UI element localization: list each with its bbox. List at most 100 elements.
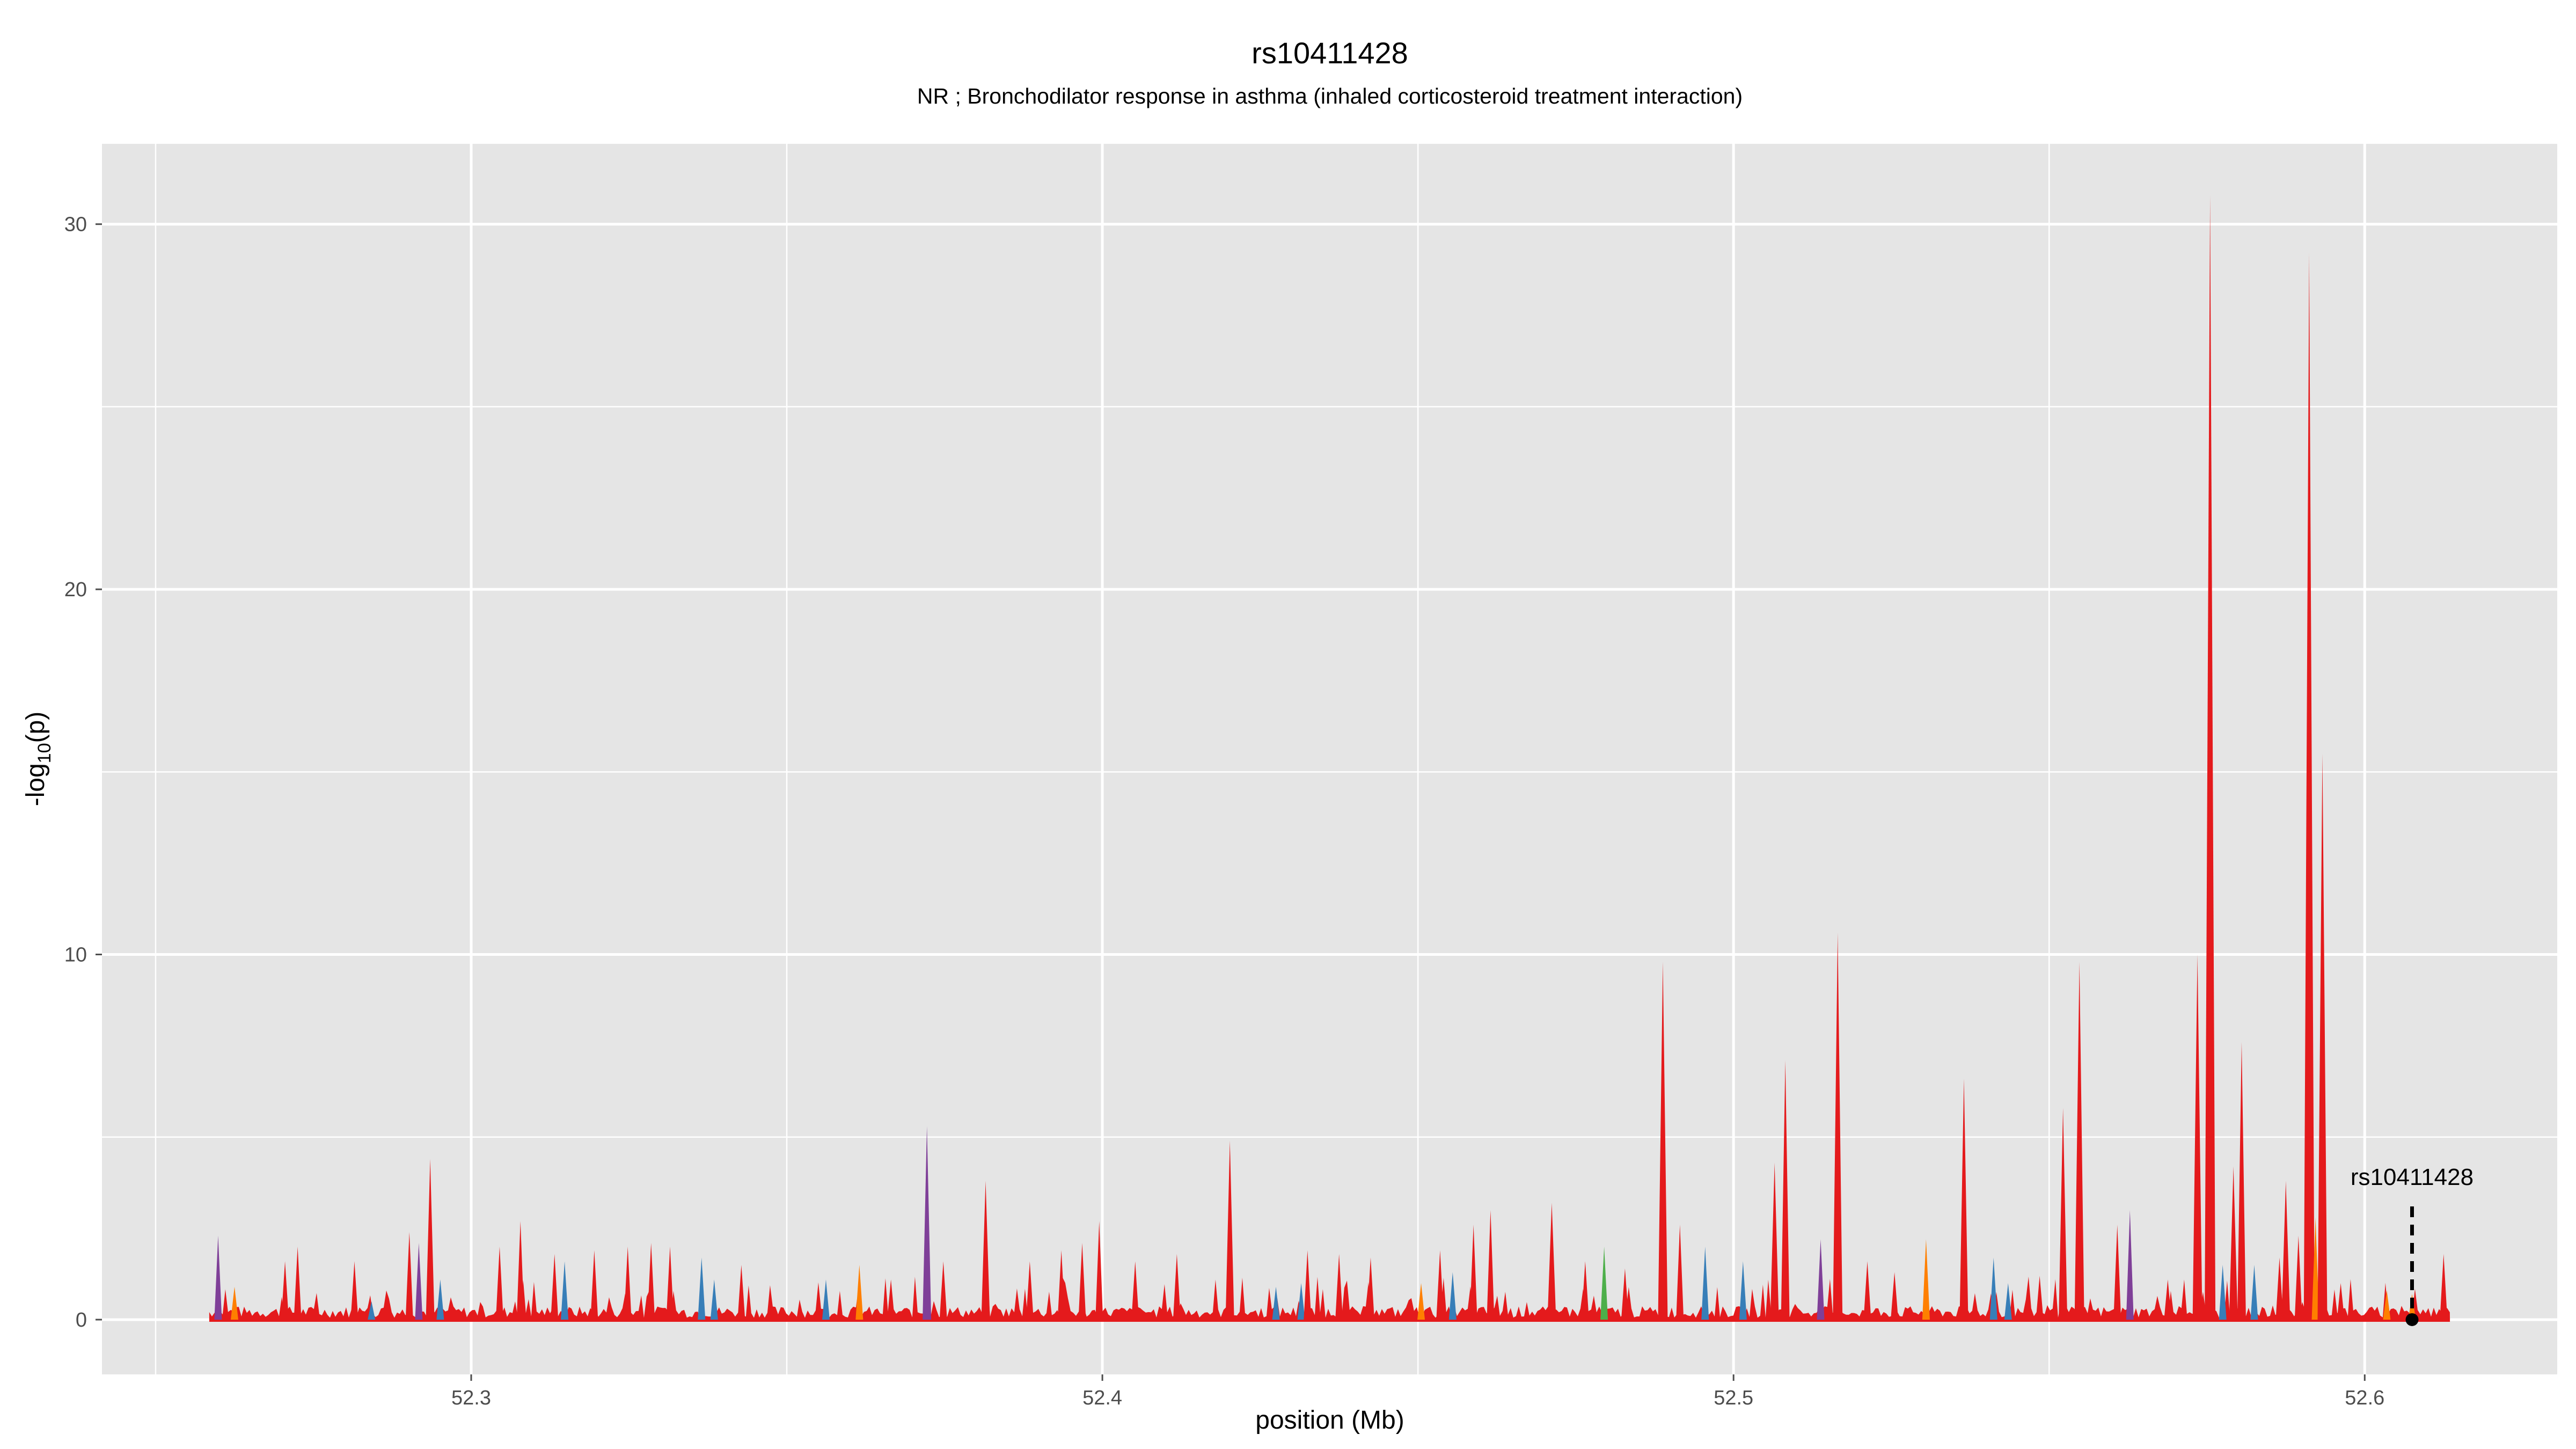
signal-peak: [1026, 1261, 1034, 1320]
signal-peak: [1436, 1250, 1444, 1320]
snp-annotation: rs10411428: [2351, 1164, 2473, 1326]
y-axis-title: -log10(p): [21, 712, 55, 807]
signal-peak: [1581, 1261, 1589, 1320]
signal-peak: [2281, 1181, 2290, 1320]
signal-peak: [436, 1279, 444, 1320]
signal-peak: [698, 1257, 706, 1320]
signal-peak: [1057, 1250, 1065, 1320]
signal-peak: [1891, 1272, 1899, 1320]
signal-peak: [981, 1181, 990, 1320]
signal-peak: [1469, 1225, 1477, 1320]
signal-peak: [1658, 962, 1668, 1320]
signal-peak: [2126, 1210, 2134, 1320]
signal-peak: [710, 1279, 718, 1320]
signal-peak: [1600, 1246, 1608, 1320]
signal-peak: [2113, 1225, 2121, 1320]
signal-peak: [590, 1250, 598, 1320]
signal-peak: [1781, 1060, 1790, 1320]
chart-title: rs10411428: [1252, 36, 1408, 70]
signal-peak: [2337, 1283, 2345, 1320]
signal-peak: [1225, 1140, 1234, 1320]
signal-peak: [2237, 1042, 2246, 1320]
signal-peak: [1959, 1078, 1968, 1320]
signal-peak: [1448, 1272, 1457, 1320]
signal-peak: [1095, 1221, 1103, 1320]
signal-peak: [2383, 1290, 2391, 1320]
signal-peak: [368, 1301, 376, 1320]
signal-peak: [939, 1261, 947, 1320]
y-tick-label: 10: [64, 944, 87, 967]
chart-subtitle: NR ; Bronchodilator response in asthma (…: [917, 84, 1743, 108]
signal-peak: [1621, 1268, 1629, 1320]
signal-peak: [516, 1221, 524, 1320]
signal-peak: [294, 1246, 302, 1320]
signal-peak: [281, 1261, 289, 1320]
signal-peak: [1173, 1254, 1181, 1320]
signal-peak: [561, 1261, 569, 1320]
signal-peak: [1304, 1250, 1312, 1320]
signal-peak: [666, 1246, 674, 1320]
signal-peak: [426, 1159, 435, 1320]
signal-peak: [350, 1261, 358, 1320]
x-tick-label: 52.6: [2345, 1387, 2384, 1409]
signal-peak: [887, 1279, 895, 1320]
signal-peak: [1817, 1239, 1825, 1320]
y-axis: 0 10 20 30: [64, 214, 102, 1331]
signal-peak: [1547, 1203, 1556, 1320]
y-tick-label: 30: [64, 214, 87, 236]
signal-peak: [1863, 1261, 1871, 1320]
signal-peak: [1676, 1225, 1684, 1320]
signal-peak: [2311, 1217, 2319, 1320]
association-signal: [209, 195, 2450, 1322]
y-axis-title-main: -log: [21, 763, 50, 806]
signal-peak: [1833, 932, 1843, 1320]
signal-peak: [1770, 1162, 1779, 1320]
grid-minor: [102, 144, 2557, 1374]
signal-peak: [2229, 1166, 2238, 1320]
y-tick-label: 0: [76, 1309, 87, 1331]
signal-peak: [405, 1232, 413, 1320]
signal-peak: [2303, 253, 2315, 1320]
signal-peak: [2440, 1254, 2448, 1320]
signal-peak: [1366, 1257, 1374, 1320]
signal-peak: [1272, 1286, 1280, 1320]
annotation-label: rs10411428: [2351, 1164, 2473, 1190]
x-tick-label: 52.3: [451, 1387, 491, 1409]
x-axis-title: position (Mb): [1255, 1406, 1404, 1435]
signal-peak: [2004, 1283, 2012, 1320]
signal-peak: [2250, 1264, 2258, 1320]
signal-peak: [624, 1246, 632, 1320]
signal-peak: [2192, 954, 2202, 1320]
signal-peak: [551, 1254, 559, 1320]
signal-peak: [2219, 1264, 2227, 1320]
signal-peak: [2059, 1108, 2068, 1320]
signal-peak: [2294, 1235, 2302, 1320]
y-axis-title-sub: 10: [34, 743, 55, 763]
signal-peak: [1131, 1261, 1139, 1320]
signal-peak: [2036, 1276, 2044, 1320]
signal-peak: [1417, 1283, 1425, 1320]
signal-peak: [1297, 1283, 1305, 1320]
signal-peak: [415, 1243, 423, 1320]
signal-peak: [1701, 1246, 1709, 1320]
signal-baseline: [209, 1276, 2450, 1320]
signal-peak: [1989, 1257, 1997, 1320]
signal-peak: [1335, 1254, 1343, 1320]
signal-peak: [1922, 1239, 1930, 1320]
annotation-point: [2405, 1313, 2419, 1326]
plot-panel: [102, 144, 2557, 1374]
x-tick-label: 52.4: [1082, 1387, 1122, 1409]
signal-peak: [923, 1126, 932, 1320]
signal-peak: [1739, 1261, 1747, 1320]
x-tick-label: 52.5: [1714, 1387, 1753, 1409]
signal-peak: [855, 1264, 863, 1320]
signal-peak: [647, 1243, 655, 1320]
signal-peak: [1487, 1210, 1495, 1320]
signal-peak: [495, 1246, 503, 1320]
signal-peak: [2164, 1279, 2172, 1320]
signal-peak: [230, 1286, 238, 1320]
x-axis: 52.3 52.4 52.5 52.6: [451, 1374, 2384, 1409]
signal-peak: [214, 1235, 222, 1320]
signal-peak: [2317, 753, 2328, 1320]
